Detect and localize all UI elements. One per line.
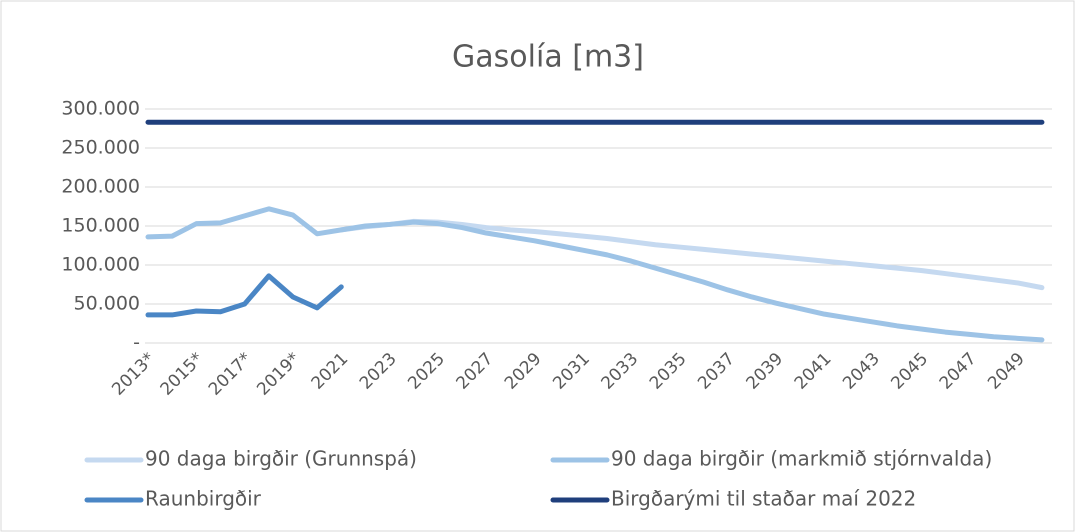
legend-label: Raunbirgðir	[145, 487, 262, 511]
y-tick-label: 200.000	[61, 176, 140, 198]
legend-label: 90 daga birgðir (Grunnspá)	[145, 447, 417, 471]
y-tick-label: 250.000	[61, 137, 140, 159]
y-tick-label: 150.000	[61, 215, 140, 237]
legend-label: Birgðarými til staðar maí 2022	[611, 487, 916, 511]
y-tick-label: 300.000	[61, 98, 140, 120]
series-line	[145, 273, 344, 318]
y-tick-label: 100.000	[61, 254, 140, 276]
chart-title: Gasolía [m3]	[452, 40, 644, 75]
y-tick-label: 50.000	[74, 293, 140, 315]
series-line	[145, 206, 1045, 343]
series-line	[338, 218, 1045, 291]
legend-label: 90 daga birgðir (markmið stjórnvalda)	[611, 447, 992, 471]
y-tick-label: -	[133, 332, 140, 354]
